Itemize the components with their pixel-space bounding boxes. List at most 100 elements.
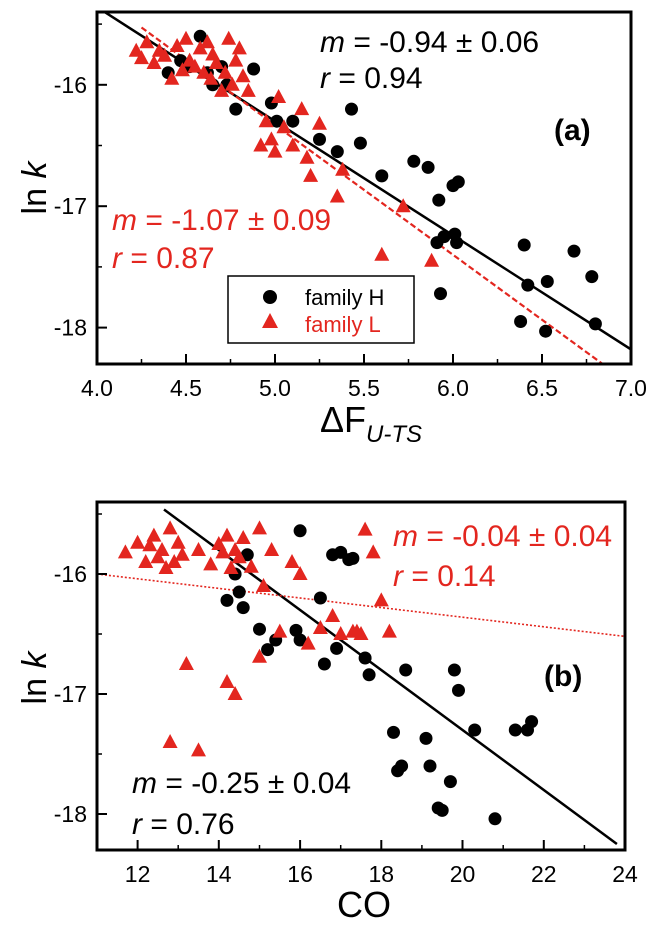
point-family-l [276,119,292,134]
point-family-l [219,527,235,542]
point-family-l [162,520,178,535]
point-family-l [178,30,194,45]
point-family-h [261,643,275,657]
point-family-l [215,544,231,559]
point-family-l [166,554,182,568]
point-family-h [451,175,465,189]
point-family-l [150,549,166,564]
point-family-h [236,601,250,615]
x-tick-label: 12 [125,861,151,887]
point-family-l [300,635,316,650]
y-tick-label: -16 [54,561,87,587]
point-family-h [253,622,266,636]
point-family-h [421,160,435,174]
point-family-l [154,542,170,556]
point-family-h [521,278,535,292]
point-family-l [158,560,174,574]
point-family-l [271,89,287,103]
point-family-l [219,674,235,688]
fit-line-family-l [97,573,625,638]
point-family-h [286,114,300,128]
legend-box [227,275,415,344]
point-family-l [139,34,155,49]
point-family-h [220,593,234,607]
point-family-l [192,40,208,55]
point-family-l [138,554,154,568]
point-family-h [450,236,464,250]
panel-b-fit-h-r: r = 0.76 [132,808,235,841]
point-family-l [157,47,173,62]
point-family-l [142,537,158,552]
panel-a: 4.0 4.5 5.0 5.5 6.0 6.5 7.0 -16 -17 -18 m = -0.94… [16,10,647,448]
point-family-l [252,520,267,535]
x-tick-label: 22 [531,861,557,887]
point-family-l [267,143,283,158]
point-family-h [395,759,409,773]
point-family-l [335,161,351,176]
point-family-l [333,626,349,640]
point-family-l [256,578,271,592]
point-family-l [253,137,269,152]
point-family-l [221,30,237,45]
point-family-h [375,169,389,183]
point-family-l [312,115,327,130]
x-tick-label: 4.0 [81,375,113,401]
point-family-h [525,715,539,729]
point-family-l [170,534,186,549]
point-family-l [264,542,280,556]
point-family-l [208,55,224,69]
point-family-l [285,137,301,152]
point-family-h [362,668,376,682]
point-family-l [178,656,194,670]
point-family-l [174,546,190,561]
point-family-l [263,131,279,146]
point-family-l [228,52,244,67]
point-family-l [272,623,288,638]
point-family-h [567,244,581,258]
point-family-l [299,149,315,164]
point-family-l [224,76,240,91]
y-tick-label: -17 [54,193,87,219]
point-family-h [313,591,327,605]
point-family-h [539,324,553,338]
point-family-h [387,725,400,739]
panel-b-frame [95,500,627,852]
point-family-h [585,270,599,284]
point-family-h [330,145,344,159]
point-family-h [588,317,602,331]
point-family-l [292,566,308,580]
point-family-h [432,193,446,207]
legend-label-family-h: family H [305,285,384,310]
point-family-l [235,68,251,83]
legend-marker-family-h [263,290,277,304]
point-family-h [193,29,207,43]
point-family-l [312,620,328,634]
x-tick-label: 16 [287,861,313,887]
x-tick-label: 5.0 [259,375,291,401]
x-tick-label: 6.5 [526,375,558,401]
point-family-l [191,742,206,757]
point-family-h [270,114,284,128]
point-family-l [130,534,146,549]
point-family-l [329,188,345,203]
x-tick-label: 5.5 [348,375,380,401]
point-family-l [231,40,247,55]
point-family-h [437,230,451,244]
panel-b-y-axis-title: ln k [16,650,54,705]
point-family-h [313,132,326,146]
point-family-l [117,544,133,559]
point-family-l [214,82,230,97]
point-family-h [330,641,344,655]
point-family-l [395,198,411,213]
panel-a-fit-h-slope: m = -0.94 ± 0.06 [320,26,539,59]
x-tick-label: 24 [612,861,638,887]
panel-b-fit-l-slope: m = -0.04 ± 0.04 [393,520,612,553]
point-family-l [134,50,149,65]
point-family-h [423,759,437,773]
point-family-l [169,38,185,52]
point-family-h [407,154,421,168]
point-family-h [517,238,531,252]
point-family-l [174,62,190,77]
point-family-h [353,136,367,150]
